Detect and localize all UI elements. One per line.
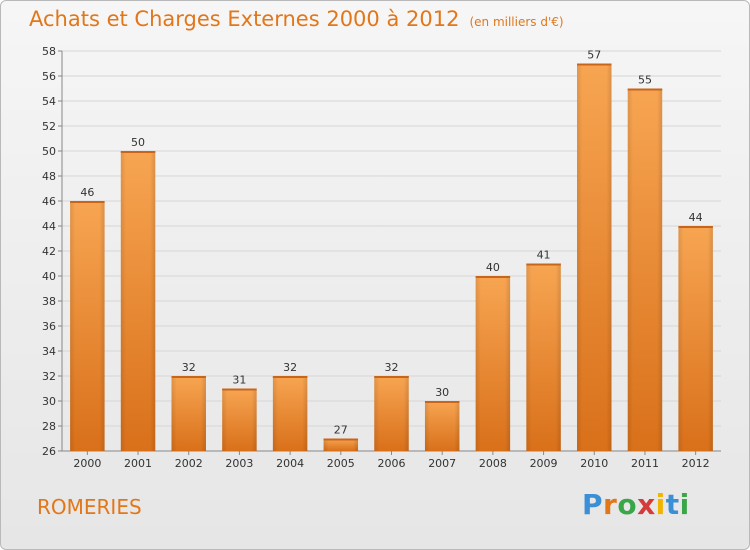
y-tick-label: 52 bbox=[42, 120, 56, 133]
bar-shade bbox=[424, 401, 460, 451]
bar-shade bbox=[222, 388, 257, 451]
y-tick-label: 34 bbox=[42, 345, 56, 358]
y-tick-label: 50 bbox=[42, 145, 56, 158]
y-tick-label: 46 bbox=[42, 195, 56, 208]
bar-shade bbox=[323, 438, 359, 451]
y-tick-label: 36 bbox=[42, 320, 56, 333]
bar-shade bbox=[374, 376, 409, 451]
chart-title: Achats et Charges Externes 2000 à 2012 (e… bbox=[29, 7, 564, 31]
y-tick-label: 42 bbox=[42, 245, 56, 258]
data-labels: 46 50 32 31 32 27 32 30 40 41 57 55 44 bbox=[80, 49, 702, 437]
bar-shade bbox=[627, 88, 663, 451]
bar-shade bbox=[171, 376, 206, 451]
x-tick-label: 2007 bbox=[428, 457, 456, 470]
proxiti-logo: Proxiti bbox=[582, 488, 690, 521]
data-label: 27 bbox=[334, 424, 348, 437]
bar-top-edge bbox=[424, 401, 460, 403]
chart-subtitle: (en milliers d'€) bbox=[469, 15, 564, 29]
y-tick-label: 48 bbox=[42, 170, 56, 183]
x-tick-label: 2010 bbox=[580, 457, 608, 470]
bar-shade bbox=[475, 276, 511, 451]
bar-top-edge bbox=[272, 376, 308, 378]
bar-top-edge bbox=[577, 63, 612, 66]
x-tick-label: 2009 bbox=[530, 457, 558, 470]
x-tick-label: 2006 bbox=[378, 457, 406, 470]
bar-shade bbox=[120, 151, 156, 451]
data-label: 46 bbox=[80, 186, 94, 199]
bar-top-edge bbox=[678, 226, 713, 228]
y-tick-label: 30 bbox=[42, 395, 56, 408]
data-label: 44 bbox=[689, 211, 703, 224]
data-label: 32 bbox=[283, 361, 297, 374]
y-tick-label: 56 bbox=[42, 70, 56, 83]
bar-top-edge bbox=[526, 263, 561, 266]
bar-shade bbox=[577, 63, 612, 451]
data-label: 50 bbox=[131, 136, 145, 149]
data-label: 41 bbox=[537, 249, 551, 262]
bar-top-edge bbox=[323, 438, 359, 441]
bar-top-edge bbox=[222, 388, 257, 391]
y-tick-label: 44 bbox=[42, 220, 56, 233]
data-label: 57 bbox=[587, 49, 601, 62]
town-name: ROMERIES bbox=[37, 495, 142, 519]
y-tick-label: 40 bbox=[42, 270, 56, 283]
x-tick-label: 2002 bbox=[175, 457, 203, 470]
bar-top-edge bbox=[627, 88, 663, 91]
x-tick-label: 2003 bbox=[225, 457, 253, 470]
bar-top-edge bbox=[374, 376, 409, 378]
x-tick-label: 2001 bbox=[124, 457, 152, 470]
data-label: 30 bbox=[435, 386, 449, 399]
x-tick-label: 2005 bbox=[327, 457, 355, 470]
bar-shade bbox=[678, 226, 713, 451]
x-tick-label: 2000 bbox=[73, 457, 101, 470]
bar-top-edge bbox=[70, 201, 105, 203]
y-tick-label: 58 bbox=[42, 45, 56, 58]
y-tick-label: 38 bbox=[42, 295, 56, 308]
chart-title-text: Achats et Charges Externes 2000 à 2012 bbox=[29, 7, 460, 31]
bar-top-edge bbox=[120, 151, 156, 153]
x-tick-label: 2012 bbox=[682, 457, 710, 470]
x-tick-label: 2008 bbox=[479, 457, 507, 470]
y-tick-label: 54 bbox=[42, 95, 56, 108]
bar-shade bbox=[526, 263, 561, 451]
data-label: 31 bbox=[232, 374, 246, 387]
bar-top-edge bbox=[475, 276, 511, 278]
bar-shade bbox=[70, 201, 105, 451]
bar-top-edge bbox=[171, 376, 206, 378]
x-tick-label: 2011 bbox=[631, 457, 659, 470]
data-label: 32 bbox=[182, 361, 196, 374]
x-tick-label: 2004 bbox=[276, 457, 304, 470]
bar-shade bbox=[272, 376, 308, 451]
y-tick-label: 26 bbox=[42, 445, 56, 458]
bars bbox=[70, 63, 713, 451]
y-tick-label: 32 bbox=[42, 370, 56, 383]
data-label: 32 bbox=[385, 361, 399, 374]
y-tick-label: 28 bbox=[42, 420, 56, 433]
data-label: 40 bbox=[486, 261, 500, 274]
data-label: 55 bbox=[638, 74, 652, 87]
